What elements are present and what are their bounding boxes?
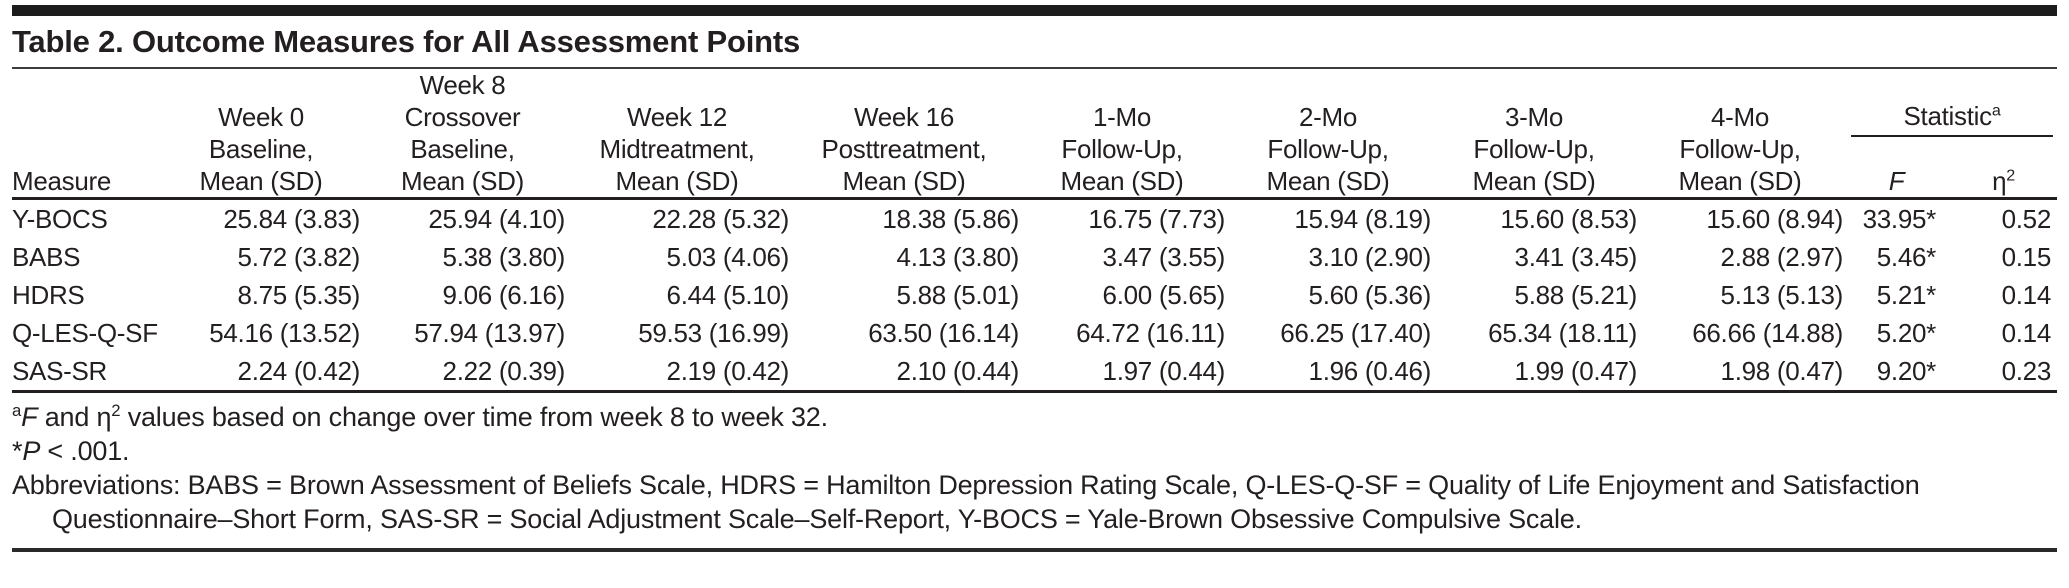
mean-sd-cell: 16.75 (7.73) — [1019, 197, 1225, 238]
mean-sd-cell: 66.25 (17.40) — [1280, 318, 1431, 348]
outcome-measures-table: Measure Week 0 Baseline, Mean (SD) Week 8 Cro… — [12, 69, 2057, 393]
mean-sd-cell: 63.50 (16.14) — [868, 318, 1019, 348]
column-header-statistic: Statistica — [1843, 69, 2057, 137]
eta-squared-cell: 0.14 — [2001, 318, 2052, 348]
measure-cell: HDRS — [12, 280, 85, 310]
f-statistic-cell: 5.46* — [1876, 242, 1937, 272]
mean-sd-cell: 5.38 (3.80) — [442, 242, 566, 272]
footnote-a-marker: a — [12, 401, 22, 420]
mean-sd-cell: 2.22 (0.39) — [360, 352, 565, 393]
mean-sd-cell: 57.94 (13.97) — [414, 318, 565, 348]
mean-sd-cell: 54.16 (13.52) — [209, 318, 360, 348]
mean-sd-cell: 2.19 (0.42) — [565, 352, 789, 393]
column-header-week16-posttreatment: Week 16 Posttreatment, Mean (SD) — [821, 102, 987, 196]
column-header-week12-midtreatment: Week 12 Midtreatment, Mean (SD) — [599, 102, 755, 196]
eta-squared-cell: 0.23 — [1950, 352, 2057, 393]
f-statistic-cell: 5.20* — [1876, 318, 1937, 348]
mean-sd-cell: 5.72 (3.82) — [237, 242, 361, 272]
mean-sd-cell: 15.60 (8.94) — [1637, 197, 1843, 238]
mean-sd-cell: 22.28 (5.32) — [565, 197, 789, 238]
statistic-label: Statistica — [1851, 100, 2053, 137]
f-statistic-cell: 33.95* — [1843, 197, 1950, 238]
column-header-week0-baseline: Week 0 Baseline, Mean (SD) — [199, 102, 323, 196]
mean-sd-cell: 6.44 (5.10) — [666, 280, 790, 310]
mean-sd-cell: 3.10 (2.90) — [1308, 242, 1432, 272]
mean-sd-cell: 4.13 (3.80) — [896, 242, 1020, 272]
mean-sd-cell: 5.03 (4.06) — [666, 242, 790, 272]
mean-sd-cell: 8.75 (5.35) — [237, 280, 361, 310]
table-title: Table 2. Outcome Measures for All Assess… — [12, 16, 2057, 69]
mean-sd-cell: 65.34 (18.11) — [1488, 318, 1637, 348]
mean-sd-cell: 15.94 (8.19) — [1225, 197, 1431, 238]
mean-sd-cell: 3.47 (3.55) — [1102, 242, 1226, 272]
mean-sd-cell: 1.99 (0.47) — [1431, 352, 1637, 393]
mean-sd-cell: 5.88 (5.01) — [896, 280, 1020, 310]
mean-sd-cell: 66.66 (14.88) — [1692, 318, 1843, 348]
eta-squared-cell: 0.15 — [2001, 242, 2052, 272]
mean-sd-cell: 25.84 (3.83) — [162, 197, 360, 238]
table-top-rule — [12, 5, 2057, 16]
mean-sd-cell: 25.94 (4.10) — [360, 197, 565, 238]
mean-sd-cell: 2.24 (0.42) — [162, 352, 360, 393]
table-row: BABS 5.72 (3.82) 5.38 (3.80) 5.03 (4.06) 4.1… — [12, 238, 2057, 276]
table-row: Y-BOCS 25.84 (3.83) 25.94 (4.10) 22.28 (5.3… — [12, 197, 2057, 238]
column-header-followup-1mo: 1-Mo Follow-Up, Mean (SD) — [1060, 102, 1184, 196]
table-row: HDRS 8.75 (5.35) 9.06 (6.16) 6.44 (5.10) 5.8… — [12, 276, 2057, 314]
mean-sd-cell: 64.72 (16.11) — [1076, 318, 1225, 348]
eta-squared-cell: 0.52 — [1950, 197, 2057, 238]
measure-cell: BABS — [12, 242, 81, 272]
column-header-followup-4mo: 4-Mo Follow-Up, Mean (SD) — [1678, 102, 1802, 196]
mean-sd-cell: 2.10 (0.44) — [789, 352, 1019, 393]
mean-sd-cell: 1.97 (0.44) — [1019, 352, 1225, 393]
table-row: SAS-SR 2.24 (0.42) 2.22 (0.39) 2.19 (0.42) 2… — [12, 352, 2057, 393]
column-header-followup-3mo: 3-Mo Follow-Up, Mean (SD) — [1472, 102, 1596, 196]
measure-cell: Q-LES-Q-SF — [12, 318, 158, 348]
mean-sd-cell: 5.60 (5.36) — [1308, 280, 1432, 310]
column-header-followup-2mo: 2-Mo Follow-Up, Mean (SD) — [1266, 102, 1390, 196]
column-header-eta-squared: η2 — [1992, 166, 2015, 196]
mean-sd-cell: 3.41 (3.45) — [1514, 242, 1638, 272]
footnote-statistic: aF and η2 values based on change over ti… — [12, 401, 828, 432]
mean-sd-cell: 5.13 (5.13) — [1720, 280, 1844, 310]
table-body: Y-BOCS 25.84 (3.83) 25.94 (4.10) 22.28 (5.3… — [12, 197, 2057, 393]
mean-sd-cell: 1.98 (0.47) — [1637, 352, 1843, 393]
measure-cell: SAS-SR — [12, 352, 162, 393]
table-header: Measure Week 0 Baseline, Mean (SD) Week 8 Cro… — [12, 69, 2057, 199]
mean-sd-cell: 6.00 (5.65) — [1102, 280, 1226, 310]
column-header-week8-crossover: Week 8 Crossover Baseline, Mean (SD) — [401, 70, 524, 196]
footnote-f-symbol: F — [21, 402, 38, 432]
mean-sd-cell: 15.60 (8.53) — [1431, 197, 1637, 238]
mean-sd-cell: 1.96 (0.46) — [1225, 352, 1431, 393]
f-statistic-cell: 5.21* — [1876, 280, 1937, 310]
mean-sd-cell: 5.88 (5.21) — [1514, 280, 1638, 310]
mean-sd-cell: 18.38 (5.86) — [789, 197, 1019, 238]
footnote-abbreviations: Abbreviations: BABS = Brown Assessment o… — [12, 470, 1920, 534]
footnote-p-symbol: P — [22, 436, 41, 466]
footnotes-block: aF and η2 values based on change over ti… — [12, 393, 2057, 552]
column-header-measure: Measure — [12, 166, 112, 196]
f-statistic-cell: 9.20* — [1843, 352, 1950, 393]
table-row: Q-LES-Q-SF 54.16 (13.52) 57.94 (13.97) 59.5… — [12, 314, 2057, 352]
mean-sd-cell: 2.88 (2.97) — [1720, 242, 1844, 272]
mean-sd-cell: 59.53 (16.99) — [638, 318, 789, 348]
asterisk-marker: * — [12, 436, 23, 466]
measure-cell: Y-BOCS — [12, 197, 162, 238]
eta-squared-cell: 0.14 — [2001, 280, 2052, 310]
mean-sd-cell: 9.06 (6.16) — [442, 280, 566, 310]
column-header-f-statistic: F — [1888, 166, 1905, 196]
footnote-significance: *P < .001. — [12, 436, 130, 466]
